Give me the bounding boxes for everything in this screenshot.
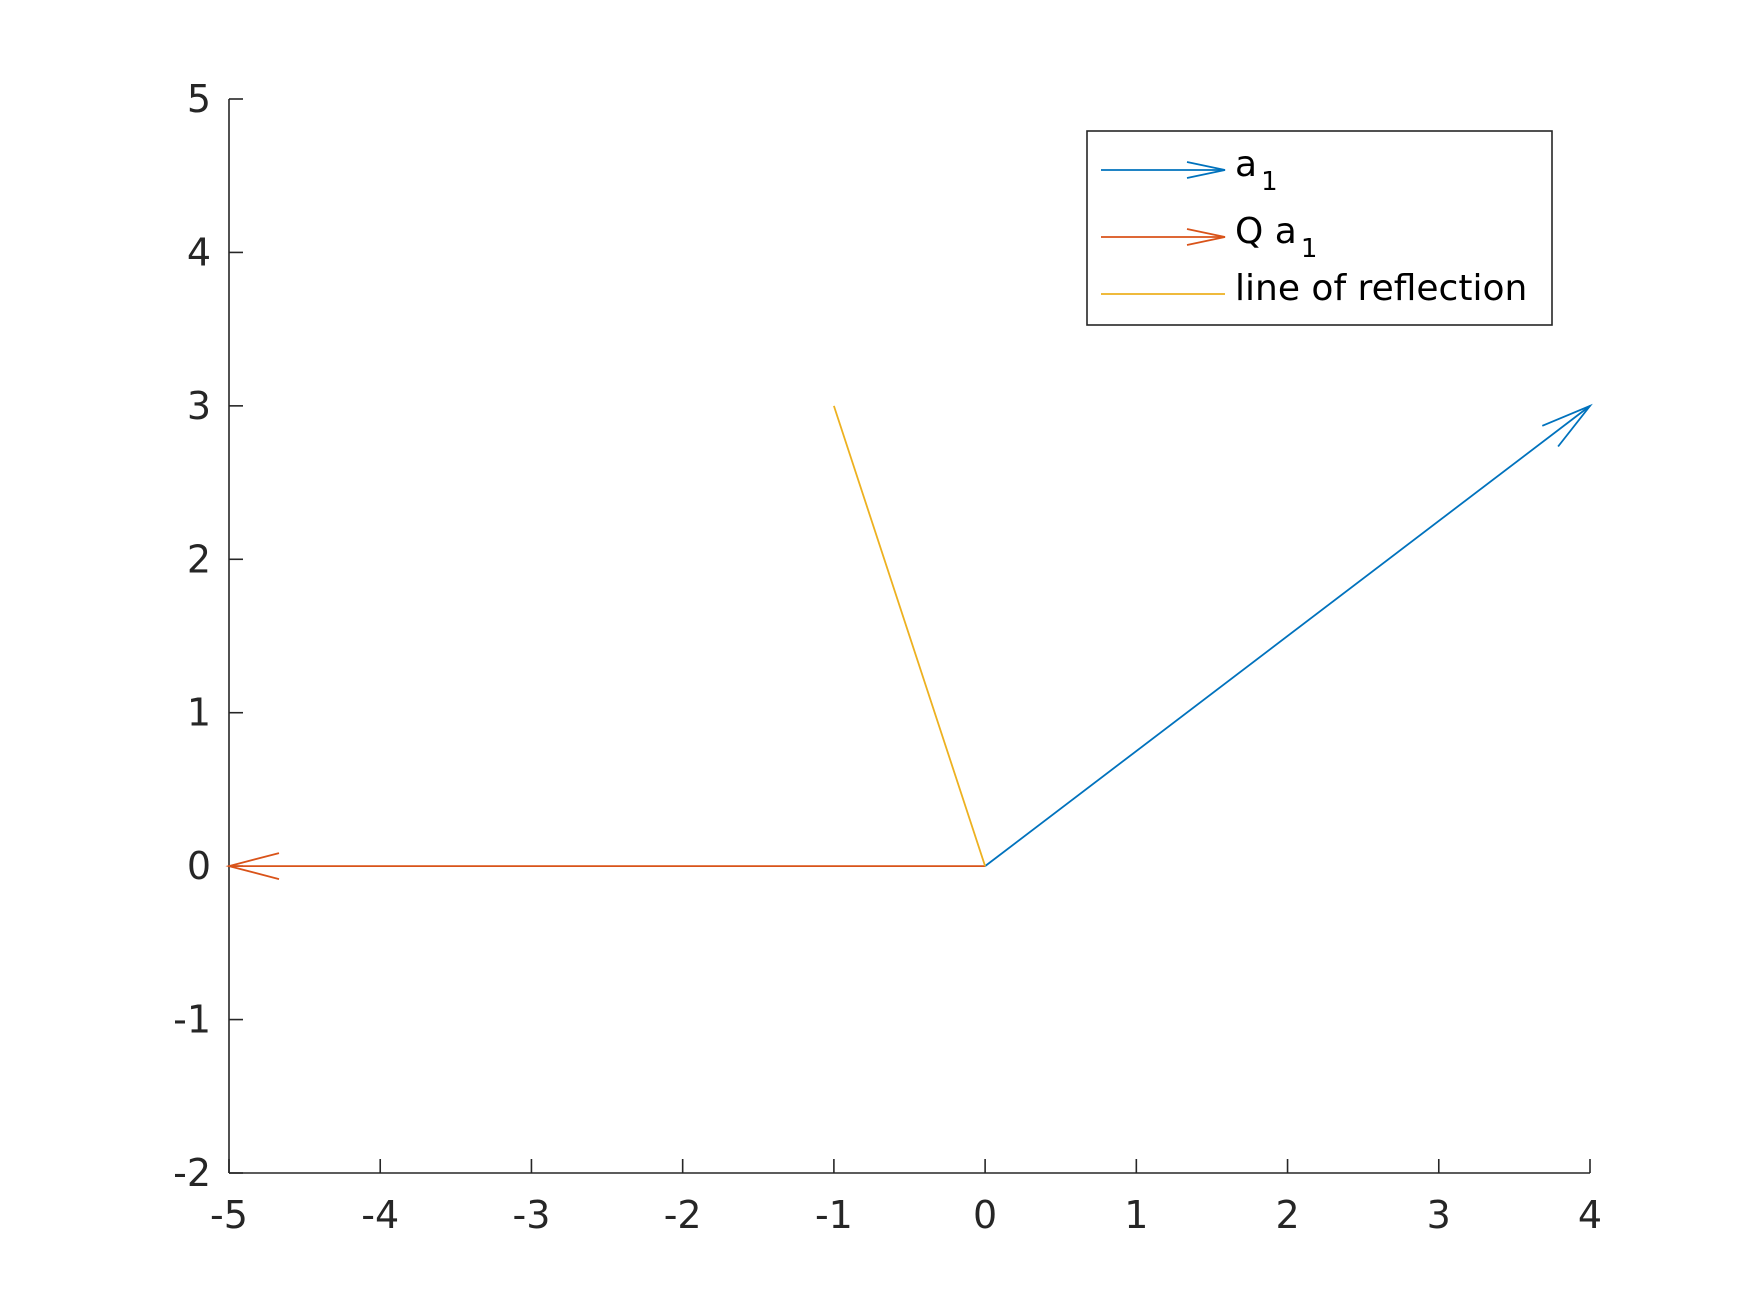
x-tick-label: -3	[512, 1193, 550, 1237]
y-tick-label: 1	[187, 691, 211, 735]
series-1-arrowhead	[1541, 403, 1593, 448]
series-1-arrow	[984, 405, 1591, 867]
y-tick-label: -1	[173, 998, 211, 1042]
x-tick-label: 4	[1578, 1193, 1602, 1237]
y-tick-label: 5	[187, 77, 211, 121]
x-tick-label: 0	[973, 1193, 997, 1237]
legend-label-text: a	[1235, 144, 1257, 185]
legend-arrowhead-1	[1186, 161, 1226, 179]
plot-area	[225, 403, 1593, 880]
legend-box	[1086, 130, 1553, 326]
legend-label-subscript: 1	[1261, 167, 1278, 197]
y-tick-label: 2	[187, 537, 211, 581]
x-tick-label: 2	[1275, 1193, 1299, 1237]
legend-label-subscript: 1	[1301, 234, 1318, 264]
x-tick-label: -1	[815, 1193, 853, 1237]
legend-label-3: line of reflection	[1235, 268, 1527, 309]
y-tick-label: -2	[173, 1151, 211, 1195]
y-tick-label: 4	[187, 230, 211, 274]
y-tick-label: 3	[187, 384, 211, 428]
series-3-line	[833, 405, 986, 867]
series-2-arrowhead	[225, 852, 280, 880]
legend-arrowhead-2	[1186, 228, 1226, 246]
legend-label-text: Q a	[1235, 211, 1297, 252]
x-tick-label: -5	[210, 1193, 248, 1237]
x-tick-label: 1	[1124, 1193, 1148, 1237]
x-tick-label: -2	[664, 1193, 702, 1237]
y-tick-label: 0	[187, 844, 211, 888]
x-tick-label: 3	[1427, 1193, 1451, 1237]
x-tick-label: -4	[361, 1193, 399, 1237]
axes: -5 -4 -3 -2 -1 0 1 2 3 4 -2 -1 0 1 2 3 4 5	[173, 77, 1602, 1237]
legend-label-text: line of reflection	[1235, 268, 1527, 309]
